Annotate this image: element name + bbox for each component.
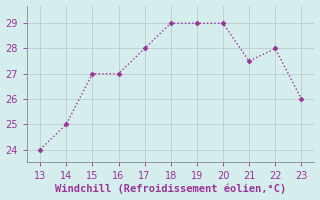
X-axis label: Windchill (Refroidissement éolien,°C): Windchill (Refroidissement éolien,°C) — [55, 184, 286, 194]
